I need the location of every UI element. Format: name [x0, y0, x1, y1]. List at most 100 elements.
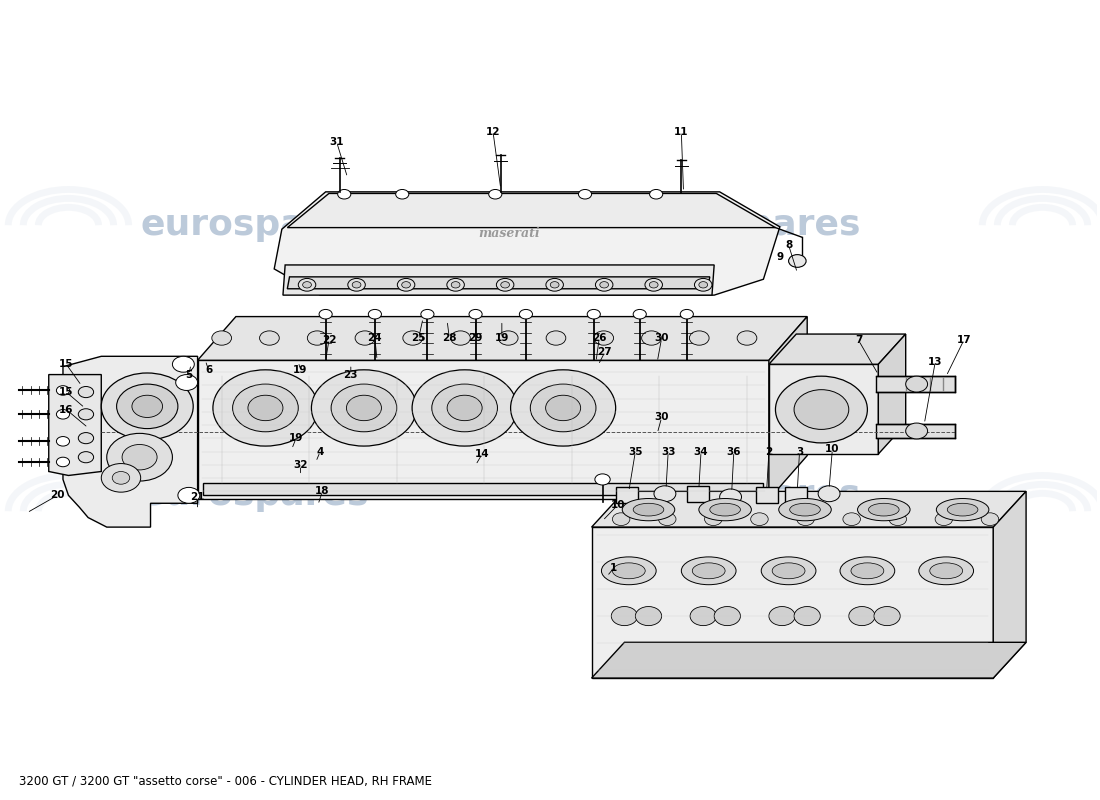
Circle shape	[78, 409, 94, 420]
Text: 14: 14	[475, 449, 490, 459]
Circle shape	[849, 606, 876, 626]
Circle shape	[519, 310, 532, 319]
Circle shape	[705, 513, 722, 526]
Circle shape	[107, 434, 173, 481]
Polygon shape	[769, 364, 878, 454]
Text: 34: 34	[694, 446, 708, 457]
Circle shape	[698, 282, 707, 288]
Circle shape	[311, 370, 417, 446]
Ellipse shape	[623, 498, 674, 521]
Ellipse shape	[681, 557, 736, 585]
Polygon shape	[592, 491, 1026, 527]
Text: 23: 23	[343, 370, 359, 379]
Text: 7: 7	[855, 335, 862, 346]
Circle shape	[451, 331, 471, 345]
Circle shape	[122, 445, 157, 470]
Circle shape	[769, 606, 795, 626]
Text: 30: 30	[654, 413, 669, 422]
Circle shape	[690, 606, 716, 626]
Circle shape	[56, 457, 69, 466]
Text: 19: 19	[495, 333, 509, 343]
Circle shape	[694, 278, 712, 291]
Circle shape	[546, 395, 581, 421]
Ellipse shape	[692, 563, 725, 578]
Circle shape	[794, 390, 849, 430]
Circle shape	[213, 370, 318, 446]
Circle shape	[78, 386, 94, 398]
Circle shape	[612, 606, 638, 626]
Polygon shape	[686, 486, 708, 502]
Ellipse shape	[772, 563, 805, 578]
Circle shape	[498, 331, 518, 345]
Circle shape	[659, 513, 676, 526]
Circle shape	[649, 282, 658, 288]
Ellipse shape	[779, 498, 832, 521]
Circle shape	[78, 452, 94, 462]
Ellipse shape	[858, 498, 910, 521]
Text: 24: 24	[367, 333, 382, 343]
Text: 5: 5	[185, 370, 192, 379]
Circle shape	[645, 278, 662, 291]
Text: 10: 10	[610, 500, 625, 510]
Circle shape	[550, 282, 559, 288]
Text: 18: 18	[315, 486, 330, 496]
Polygon shape	[592, 642, 1026, 678]
Circle shape	[719, 489, 741, 505]
Circle shape	[78, 433, 94, 444]
Text: 30: 30	[654, 333, 669, 343]
Circle shape	[500, 282, 509, 288]
Text: 19: 19	[294, 365, 308, 375]
Circle shape	[178, 487, 200, 503]
Circle shape	[260, 331, 279, 345]
Circle shape	[789, 254, 806, 267]
Circle shape	[905, 376, 927, 392]
Circle shape	[368, 310, 382, 319]
Polygon shape	[592, 527, 993, 678]
Circle shape	[298, 278, 316, 291]
Polygon shape	[769, 317, 807, 499]
Ellipse shape	[851, 563, 883, 578]
Circle shape	[546, 331, 565, 345]
Ellipse shape	[698, 498, 751, 521]
Text: 21: 21	[190, 492, 205, 502]
Circle shape	[307, 331, 327, 345]
Circle shape	[595, 278, 613, 291]
Circle shape	[641, 331, 661, 345]
Circle shape	[403, 331, 422, 345]
Circle shape	[546, 278, 563, 291]
Circle shape	[396, 190, 409, 199]
Circle shape	[117, 384, 178, 429]
Text: 20: 20	[51, 490, 65, 500]
Circle shape	[447, 278, 464, 291]
Circle shape	[348, 278, 365, 291]
Ellipse shape	[710, 503, 740, 516]
Text: 25: 25	[411, 333, 426, 343]
Circle shape	[447, 395, 482, 421]
Text: 15: 15	[59, 359, 74, 370]
Circle shape	[874, 606, 900, 626]
Circle shape	[412, 370, 517, 446]
Circle shape	[101, 373, 194, 440]
Text: 27: 27	[597, 347, 612, 358]
Circle shape	[843, 513, 860, 526]
Circle shape	[331, 384, 397, 432]
Circle shape	[796, 513, 814, 526]
Circle shape	[176, 374, 198, 390]
Polygon shape	[287, 277, 710, 289]
Polygon shape	[287, 194, 776, 228]
Circle shape	[818, 486, 840, 502]
Circle shape	[432, 384, 497, 432]
Circle shape	[530, 384, 596, 432]
Circle shape	[451, 282, 460, 288]
Circle shape	[595, 474, 610, 485]
Ellipse shape	[840, 557, 894, 585]
Text: 35: 35	[628, 446, 642, 457]
Circle shape	[981, 513, 999, 526]
Circle shape	[510, 370, 616, 446]
Circle shape	[496, 278, 514, 291]
Circle shape	[935, 513, 953, 526]
Polygon shape	[274, 192, 780, 295]
Ellipse shape	[930, 563, 962, 578]
Circle shape	[248, 395, 283, 421]
Text: 3200 GT / 3200 GT "assetto corse" - 006 - CYLINDER HEAD, RH FRAME: 3200 GT / 3200 GT "assetto corse" - 006 …	[19, 775, 432, 788]
